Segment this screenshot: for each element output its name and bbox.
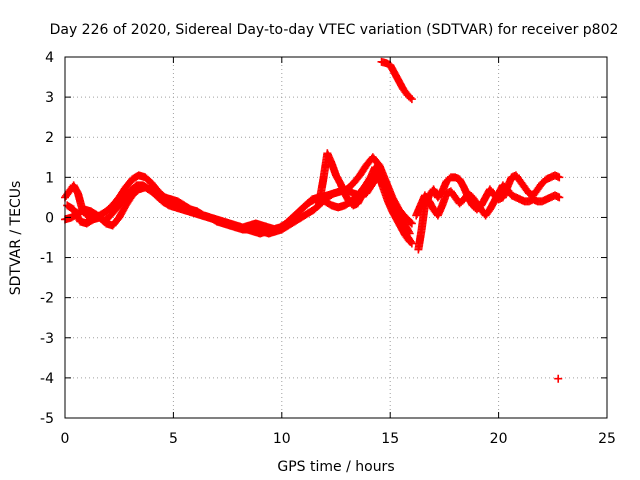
y-tick-label: 1: [45, 170, 54, 186]
data-point: [407, 95, 416, 104]
x-tick-label: 15: [381, 431, 399, 447]
data-point: [405, 237, 414, 246]
data-point: [554, 374, 563, 383]
data-point: [404, 236, 413, 245]
data-point: [406, 93, 415, 102]
data-point: [407, 219, 416, 228]
data-point: [555, 173, 564, 182]
x-tick-label: 20: [490, 431, 508, 447]
y-tick-label: -5: [40, 411, 54, 427]
series-track-d: [314, 149, 414, 246]
x-tick-label: 10: [273, 431, 291, 447]
x-tick-label: 25: [598, 431, 616, 447]
axis-ticks: [64, 56, 608, 419]
grid-lines: [65, 57, 607, 418]
y-tick-labels: -5 -4 -3 -2 -1 0 1 2 3 4: [40, 50, 54, 427]
plot-frame: [64, 56, 608, 419]
series-outlier: [554, 374, 563, 383]
series-track-f: [412, 181, 564, 220]
data-point: [555, 193, 564, 202]
plot-area: [61, 57, 564, 383]
y-tick-label: 3: [45, 90, 54, 106]
x-tick-labels: 0 5 10 15 20 25: [61, 431, 616, 447]
y-tick-label: 2: [45, 130, 54, 146]
y-tick-label: -1: [40, 251, 54, 267]
chart-title: Day 226 of 2020, Sidereal Day-to-day VTE…: [50, 22, 619, 38]
x-axis-label: GPS time / hours: [277, 459, 394, 475]
series-track-g: [377, 57, 416, 104]
y-tick-label: 4: [45, 50, 54, 66]
y-tick-label: -2: [40, 291, 54, 307]
x-tick-label: 5: [169, 431, 178, 447]
x-tick-label: 0: [61, 431, 70, 447]
y-tick-label: -3: [40, 331, 54, 347]
y-tick-label: 0: [45, 210, 54, 226]
y-axis-label: SDTVAR / TECUs: [8, 181, 24, 296]
y-tick-label: -4: [40, 371, 54, 387]
